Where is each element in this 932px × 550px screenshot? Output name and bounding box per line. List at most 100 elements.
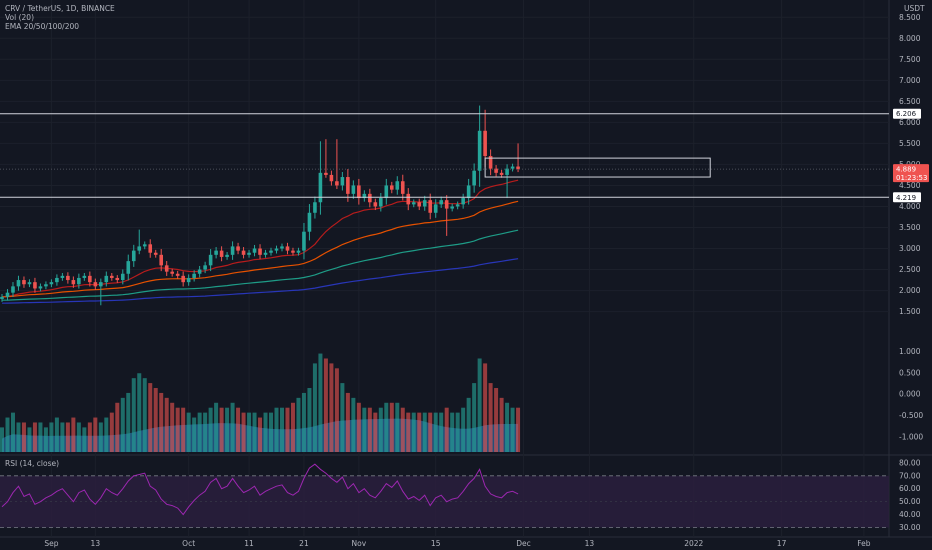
candle-body: [368, 193, 372, 203]
candle-body: [203, 265, 207, 270]
symbol-legend[interactable]: CRV / TetherUS, 1D, BINANCE: [5, 4, 115, 13]
candle-body: [335, 181, 339, 186]
volume-bar: [466, 397, 471, 452]
volume-bar: [439, 412, 444, 452]
candle-body: [263, 252, 268, 255]
candle-body: [389, 185, 394, 190]
volume-bar: [120, 397, 125, 452]
volume-bar: [21, 422, 26, 452]
candle-body: [516, 166, 520, 170]
volume-bar: [417, 412, 422, 452]
volume-bar: [285, 407, 290, 452]
price-tick-label: 4.000: [899, 202, 921, 211]
candle-body: [274, 248, 279, 251]
ema-lines: [1, 179, 519, 304]
volume-bar: [247, 412, 252, 452]
time-tick-label: 2022: [684, 539, 703, 548]
chart-grid: [0, 0, 932, 538]
candle-body: [373, 202, 378, 207]
volume-bar: [10, 412, 15, 452]
volume-bar: [225, 407, 230, 452]
time-tick-label: Oct: [182, 539, 195, 548]
volume-bar: [499, 397, 504, 452]
candle-body: [186, 277, 191, 283]
volume-bar: [104, 417, 109, 452]
volume-bar: [16, 422, 21, 452]
volume-bar: [301, 392, 306, 452]
volume-bar: [312, 363, 317, 452]
support-badge: 4.219: [896, 194, 916, 202]
candle-body: [110, 275, 114, 278]
candle-body: [104, 275, 109, 283]
candle-body: [428, 200, 433, 213]
candle-body: [252, 248, 257, 253]
volume-bar: [38, 422, 43, 452]
time-tick-label: 13: [91, 539, 101, 548]
candle-body: [477, 130, 482, 171]
volume-bar: [230, 402, 235, 452]
candle-body: [384, 185, 389, 199]
volume-bar: [236, 407, 241, 452]
volume-bar: [181, 407, 186, 452]
candle-body: [395, 181, 400, 190]
volume-bar: [60, 422, 65, 452]
volume-tick-label: 0.500: [899, 368, 921, 377]
candle-body: [450, 206, 454, 209]
candle-body: [131, 250, 136, 262]
price-tick-label: 2.500: [899, 265, 921, 274]
horizontal-levels[interactable]: [0, 113, 889, 198]
time-tick-label: Nov: [352, 539, 367, 548]
volume-bar: [137, 373, 142, 452]
candle-body: [444, 200, 449, 209]
rsi-tick-label: 50.00: [899, 497, 921, 506]
volume-bar: [274, 407, 279, 452]
volume-bar: [203, 412, 208, 452]
ema-50-line: [1, 200, 519, 298]
volume-legend[interactable]: Vol (20): [5, 13, 35, 22]
time-tick-label: 21: [299, 539, 309, 548]
price-tick-label: 1.500: [899, 307, 921, 316]
candle-body: [510, 166, 515, 169]
volume-bar: [252, 412, 257, 452]
candle-body: [357, 185, 361, 199]
volume-bar: [5, 417, 10, 452]
candle-body: [38, 286, 43, 289]
price-tick-label: 8.000: [899, 34, 921, 43]
volume-bar: [433, 412, 438, 452]
price-tick-label: 7.000: [899, 76, 921, 85]
rsi-tick-label: 40.00: [899, 510, 921, 519]
volume-bar: [170, 402, 175, 452]
candle-body: [197, 269, 202, 274]
ema-legend[interactable]: EMA 20/50/100/200: [5, 22, 80, 31]
volume-bar: [351, 397, 356, 452]
candle-body: [192, 273, 196, 278]
volume-bar: [395, 402, 400, 452]
rsi-legend[interactable]: RSI (14, close): [5, 459, 60, 468]
candle-body: [22, 280, 26, 285]
candle-body: [318, 172, 323, 203]
time-tick-label: 17: [777, 539, 787, 548]
volume-tick-label: 0.000: [899, 390, 921, 399]
candle-body: [214, 250, 218, 255]
candle-body: [120, 273, 125, 281]
candle-body: [71, 280, 76, 285]
candle-body: [153, 252, 158, 255]
rsi-pane: [0, 463, 889, 528]
volume-bar: [93, 417, 98, 452]
candle-body: [340, 177, 345, 186]
time-tick-label: Feb: [857, 539, 871, 548]
resistance-badge-bg: [893, 108, 921, 119]
volume-bar: [411, 412, 416, 452]
volume-bar: [98, 422, 103, 452]
volume-bar: [334, 368, 339, 452]
volume-bar: [54, 417, 59, 452]
last-price-badge-bg: [893, 164, 929, 183]
volume-bar: [214, 402, 219, 452]
volume-bar: [290, 402, 295, 452]
price-tick-label: 4.500: [899, 181, 921, 190]
volume-bar: [159, 392, 164, 452]
volume-bar: [444, 407, 449, 452]
volume-bar: [296, 397, 301, 452]
volume-bar: [378, 407, 383, 452]
